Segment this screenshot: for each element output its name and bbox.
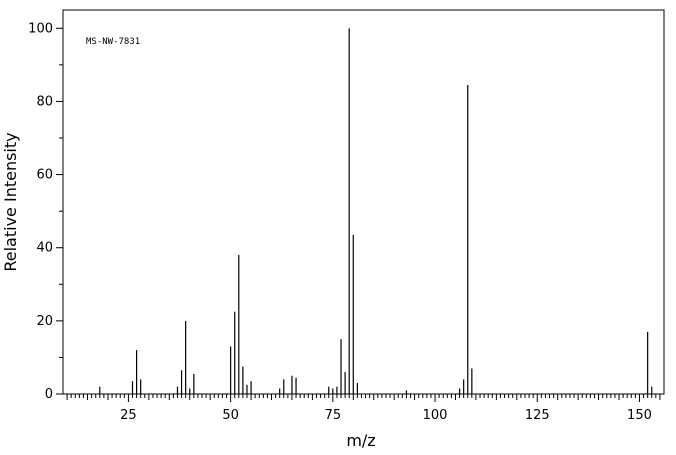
y-tick-label: 80 (36, 94, 53, 109)
y-tick-label: 0 (45, 387, 53, 402)
chart-id-label: MS-NW-7831 (86, 37, 140, 47)
y-tick-label: 40 (36, 241, 53, 256)
x-tick-label: 150 (627, 408, 652, 423)
x-tick-label: 75 (325, 408, 342, 423)
y-tick-label: 20 (36, 314, 53, 329)
y-tick-label: 100 (28, 21, 53, 36)
x-tick-label: 50 (222, 408, 239, 423)
x-tick-label: 25 (120, 408, 137, 423)
y-tick-label: 60 (36, 168, 53, 183)
x-axis-label: m/z (346, 431, 375, 450)
plot-frame (62, 9, 665, 395)
y-axis: 0 20 40 60 80 100 (28, 21, 63, 402)
y-axis-label: Relative Intensity (1, 132, 20, 271)
x-tick-label: 125 (525, 408, 550, 423)
x-tick-label: 100 (423, 408, 448, 423)
spectrum-peaks (99, 28, 653, 394)
x-axis: 25 50 75 100 125 150 (66, 394, 661, 423)
